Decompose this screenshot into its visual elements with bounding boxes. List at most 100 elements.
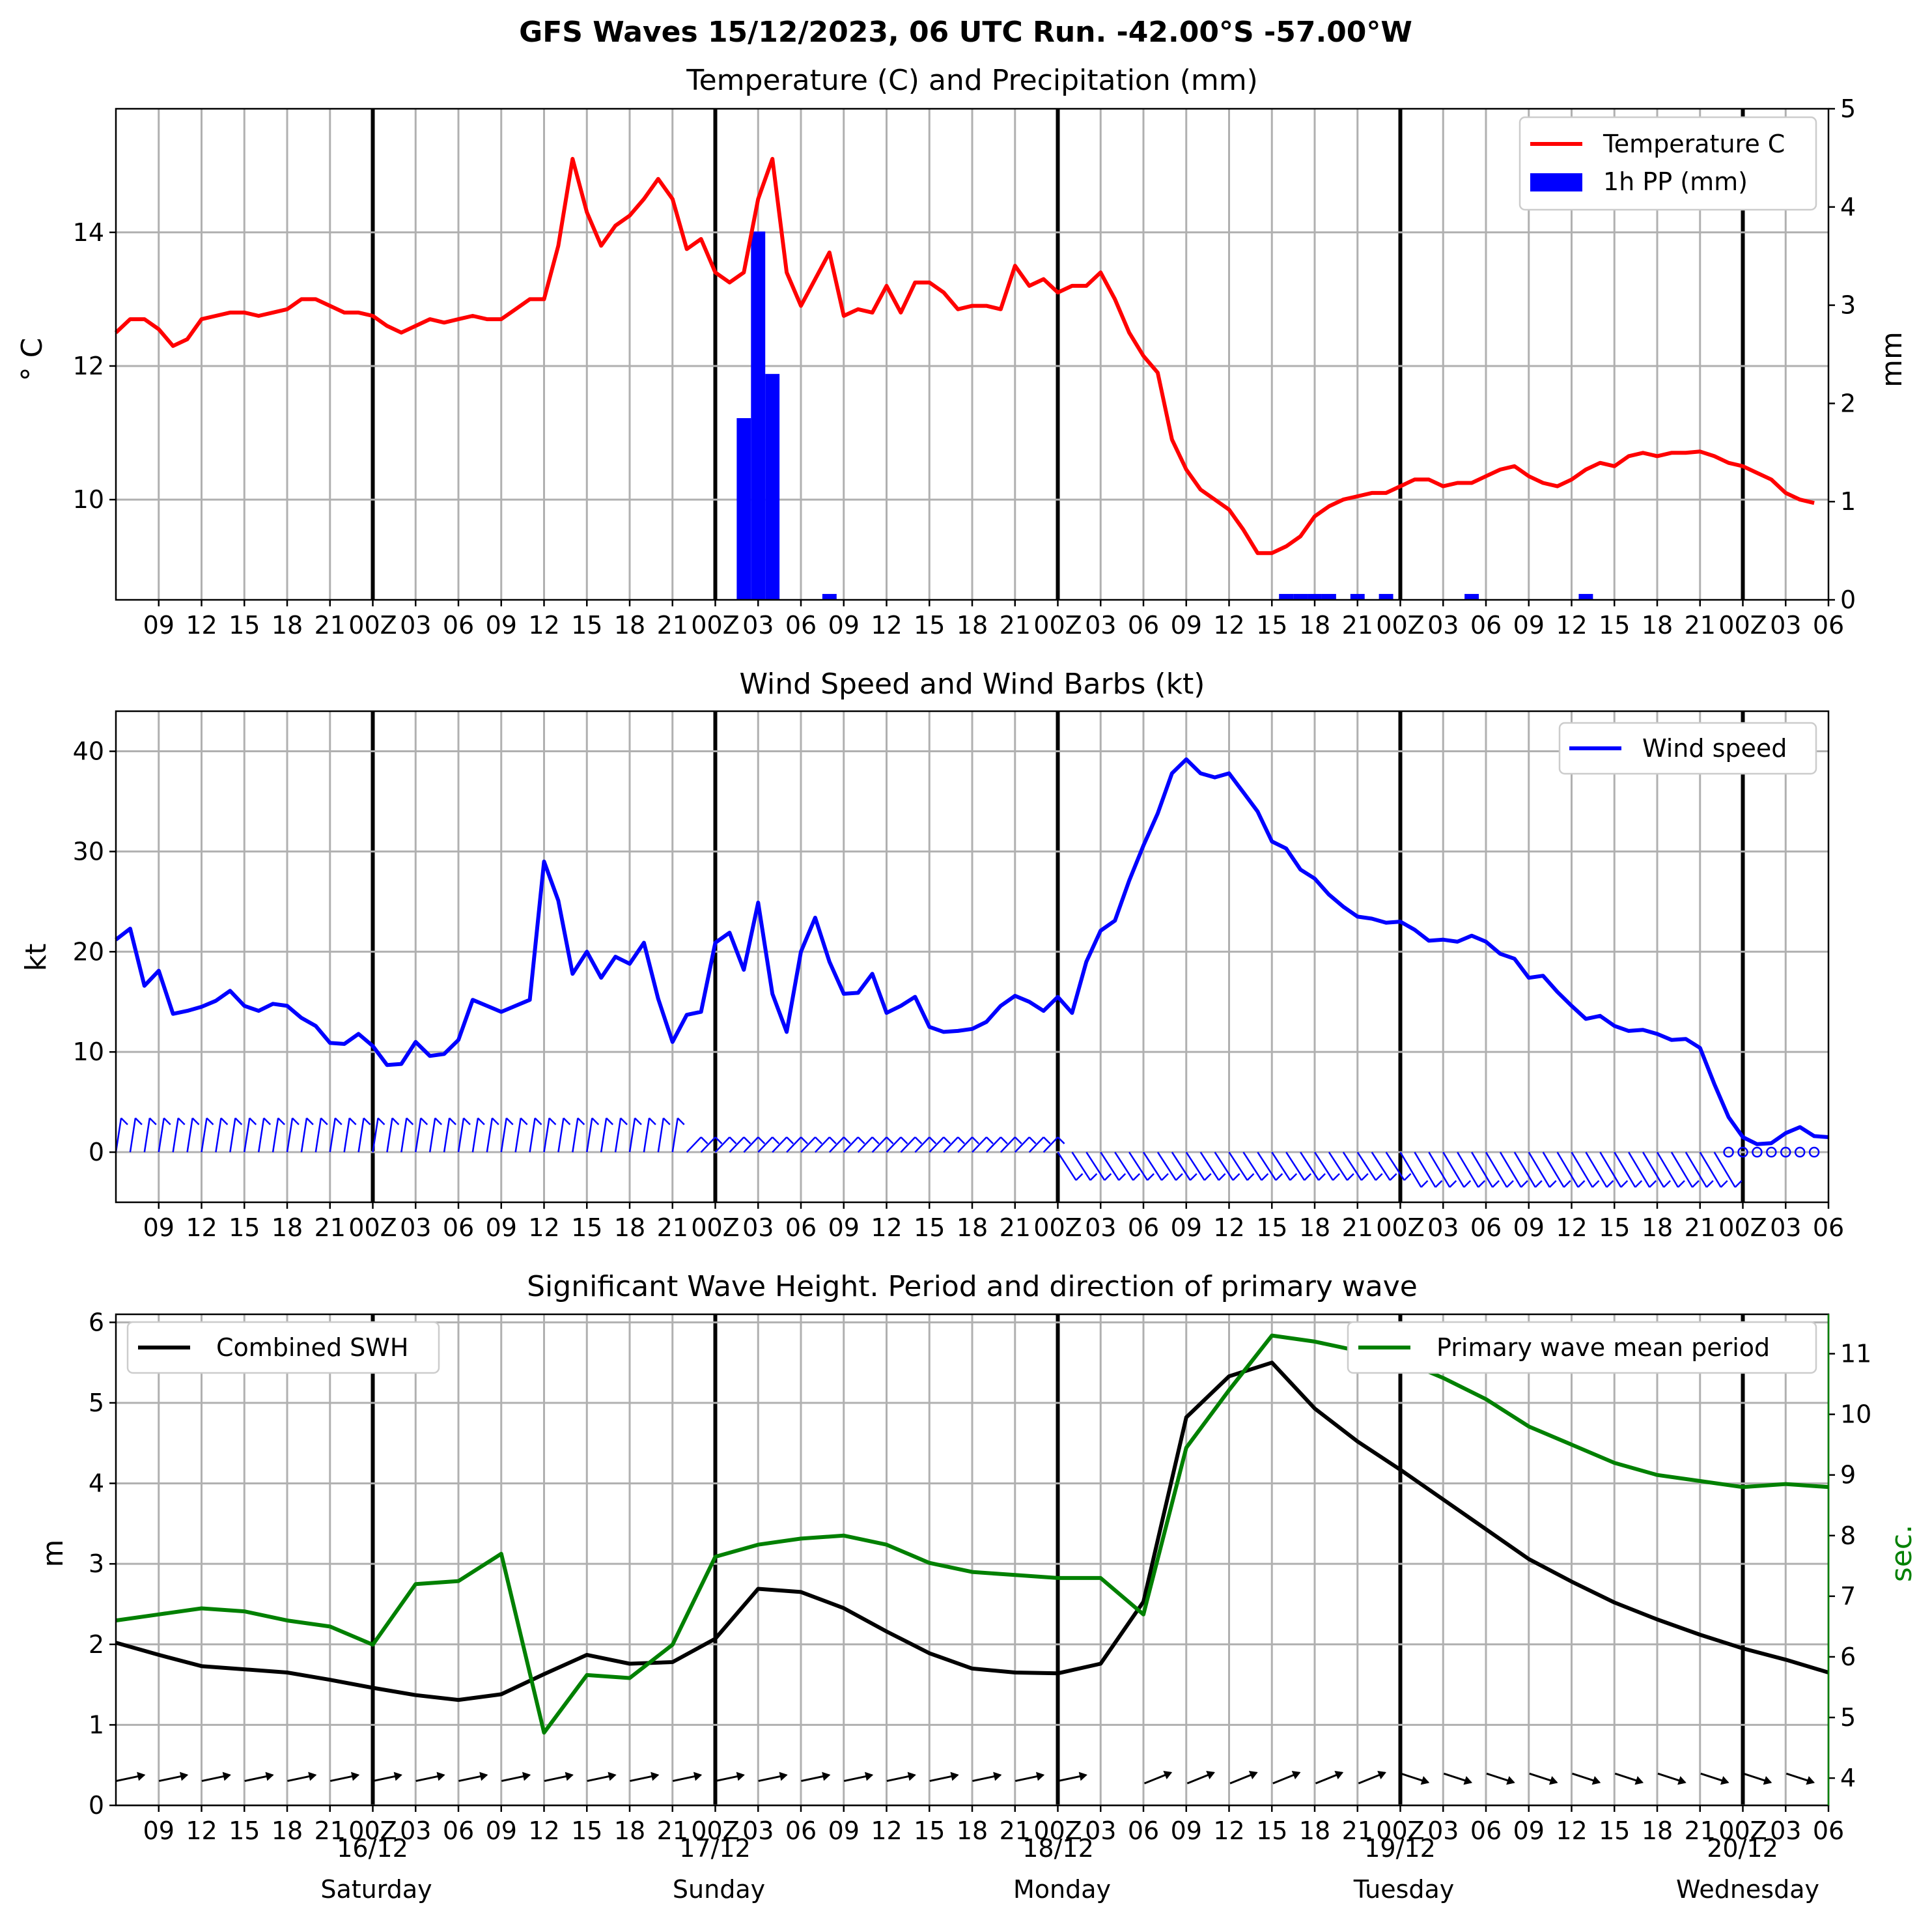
x-tick-label: 21 — [1685, 1816, 1716, 1845]
wind-barb-flag — [277, 1117, 285, 1125]
x-tick-label: 21 — [1000, 1213, 1031, 1242]
x-tick-label: 21 — [657, 1816, 688, 1845]
wind-barb — [957, 1136, 973, 1153]
y-tick-label: 4 — [89, 1469, 104, 1498]
wind-barb — [772, 1136, 788, 1153]
wind-barb-flag — [1420, 1180, 1429, 1188]
wind-barb-flag — [929, 1136, 937, 1144]
wind-barb — [1214, 1151, 1234, 1181]
swh-legend-box — [126, 1321, 440, 1374]
wind-barb — [329, 1118, 336, 1153]
wind-barb-flag — [234, 1117, 243, 1125]
day-date-label: 16/12 — [337, 1834, 408, 1863]
x-tick-label: 06 — [1470, 1213, 1502, 1242]
y-tick-label: 10 — [73, 485, 104, 514]
wind-barb — [143, 1118, 151, 1153]
wind-legend: Wind speed — [1558, 722, 1817, 775]
wind-barb — [986, 1136, 1001, 1153]
wind-barb-flag — [857, 1136, 865, 1144]
wind-barb-flag — [520, 1117, 528, 1125]
wind-barb — [215, 1118, 222, 1153]
wind-barb — [1642, 1151, 1665, 1188]
wave-direction-arrow — [201, 1772, 231, 1783]
wind-barb — [714, 1136, 731, 1153]
x-tick-label: 18 — [1299, 1213, 1330, 1242]
y-tick-label: 3 — [89, 1549, 104, 1578]
wind-barb — [1457, 1151, 1479, 1188]
wind-barb — [900, 1136, 916, 1153]
wind-barb — [1442, 1151, 1465, 1188]
x-tick-label: 12 — [528, 1213, 559, 1242]
x-tick-label: 15 — [914, 1816, 945, 1845]
wind-legend-box — [1558, 722, 1817, 775]
x-tick-label: 09 — [1171, 611, 1202, 640]
wind-barb — [1428, 1151, 1451, 1188]
wind-barb-flag — [491, 1117, 499, 1125]
wind-barb-flag — [577, 1117, 585, 1125]
x-tick-label: 12 — [871, 1816, 902, 1845]
y-right-tick-label: 5 — [1840, 1703, 1856, 1732]
wave-direction-arrow — [1015, 1772, 1045, 1783]
wind-barb-flag — [1563, 1180, 1571, 1188]
wind-barb-flag — [957, 1136, 966, 1144]
x-tick-label: 06 — [1470, 611, 1502, 640]
day-weekday-label: Wednesday — [1676, 1875, 1819, 1904]
wave-direction-arrow — [415, 1772, 445, 1783]
x-tick-label: 15 — [1256, 611, 1287, 640]
day-date-label: 19/12 — [1364, 1834, 1436, 1863]
wind-barb-flag — [662, 1117, 671, 1125]
x-tick-label: 12 — [528, 1816, 559, 1845]
swh-legend: Combined SWH — [126, 1321, 440, 1374]
wind-barb — [1571, 1151, 1593, 1188]
wind-barb-flag — [757, 1136, 766, 1144]
wind-barb — [1313, 1151, 1334, 1181]
wind-barb — [1257, 1151, 1277, 1181]
temperature-legend-box — [1519, 116, 1817, 211]
x-tick-label: 21 — [315, 1213, 346, 1242]
x-tick-label: 12 — [871, 611, 902, 640]
wind-barb — [1199, 1151, 1220, 1181]
wind-barb — [828, 1136, 845, 1153]
y-right-tick-label: 4 — [1840, 1764, 1856, 1792]
wind-barb — [1185, 1151, 1205, 1181]
x-tick-label: 06 — [1128, 1816, 1159, 1845]
wind-barb-flag — [972, 1136, 979, 1144]
y-tick-label: 14 — [73, 218, 104, 247]
wind-barb — [1228, 1151, 1248, 1181]
wind-barb — [1670, 1151, 1693, 1188]
wind-barb-flag — [463, 1117, 471, 1125]
calm-wind-marker — [1766, 1146, 1777, 1158]
x-tick-label: 03 — [1770, 1213, 1801, 1242]
wind-barb — [871, 1136, 888, 1153]
day-labels: 16/12 Saturday 17/12 Sunday 18/12 Monday… — [320, 1834, 1819, 1904]
precip-bar — [736, 418, 751, 600]
wave-panel-title: Significant Wave Height. Period and dire… — [527, 1270, 1418, 1303]
y-right-tick-label: 10 — [1840, 1400, 1871, 1429]
wave-period-axis-label: sec. — [1885, 1525, 1918, 1582]
x-tick-label: 12 — [871, 1213, 902, 1242]
y-tick-label: 10 — [73, 1038, 104, 1066]
wave-direction-arrow — [1358, 1771, 1386, 1785]
x-tick-label: 18 — [1299, 1816, 1330, 1845]
x-tick-label: 09 — [1171, 1213, 1202, 1242]
wind-barb-flag — [591, 1117, 600, 1125]
wind-barb — [600, 1118, 608, 1153]
y-tick-label: 30 — [73, 837, 104, 866]
precip-bar — [1321, 593, 1336, 600]
day-date-label: 17/12 — [679, 1834, 751, 1863]
wind-barb-flag — [534, 1117, 542, 1125]
wind-barb — [914, 1136, 931, 1153]
y-right-tick-label: 7 — [1840, 1582, 1856, 1611]
wind-barb — [343, 1118, 350, 1153]
wind-barb — [1585, 1151, 1608, 1188]
y-tick-label: 5 — [89, 1389, 104, 1417]
y-tick-label: 1 — [89, 1710, 104, 1739]
x-tick-label: 15 — [229, 1213, 260, 1242]
x-tick-label: 09 — [1171, 1816, 1202, 1845]
wind-barb — [500, 1118, 507, 1153]
wave-direction-arrow — [758, 1772, 788, 1783]
x-tick-label: 21 — [1342, 1816, 1373, 1845]
temperature-legend-label: Temperature C — [1603, 130, 1785, 158]
wind-barb — [643, 1118, 651, 1153]
x-tick-label: 21 — [1000, 611, 1031, 640]
